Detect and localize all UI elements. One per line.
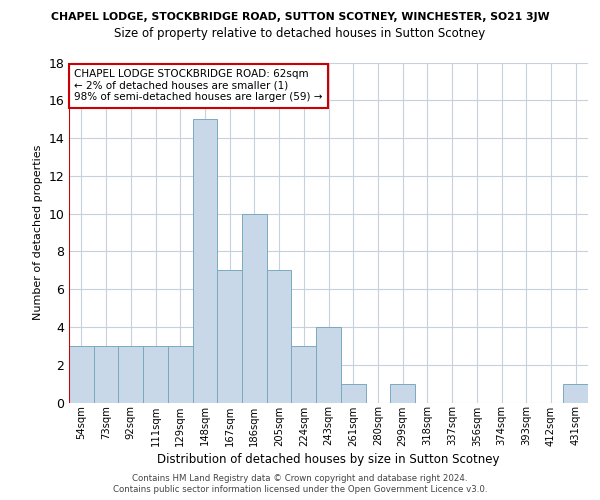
Text: Contains HM Land Registry data © Crown copyright and database right 2024.
Contai: Contains HM Land Registry data © Crown c…: [113, 474, 487, 494]
Bar: [267, 270, 292, 402]
Bar: [143, 346, 168, 403]
Bar: [217, 270, 242, 402]
Bar: [193, 119, 217, 403]
Bar: [563, 384, 588, 402]
Bar: [118, 346, 143, 403]
Bar: [69, 346, 94, 403]
Text: Size of property relative to detached houses in Sutton Scotney: Size of property relative to detached ho…: [115, 28, 485, 40]
Bar: [341, 384, 365, 402]
Text: CHAPEL LODGE, STOCKBRIDGE ROAD, SUTTON SCOTNEY, WINCHESTER, SO21 3JW: CHAPEL LODGE, STOCKBRIDGE ROAD, SUTTON S…: [50, 12, 550, 22]
Bar: [390, 384, 415, 402]
X-axis label: Distribution of detached houses by size in Sutton Scotney: Distribution of detached houses by size …: [157, 452, 500, 466]
Bar: [292, 346, 316, 403]
Y-axis label: Number of detached properties: Number of detached properties: [33, 145, 43, 320]
Bar: [242, 214, 267, 402]
Bar: [316, 327, 341, 402]
Text: CHAPEL LODGE STOCKBRIDGE ROAD: 62sqm
← 2% of detached houses are smaller (1)
98%: CHAPEL LODGE STOCKBRIDGE ROAD: 62sqm ← 2…: [74, 70, 323, 102]
Bar: [94, 346, 118, 403]
Bar: [168, 346, 193, 403]
